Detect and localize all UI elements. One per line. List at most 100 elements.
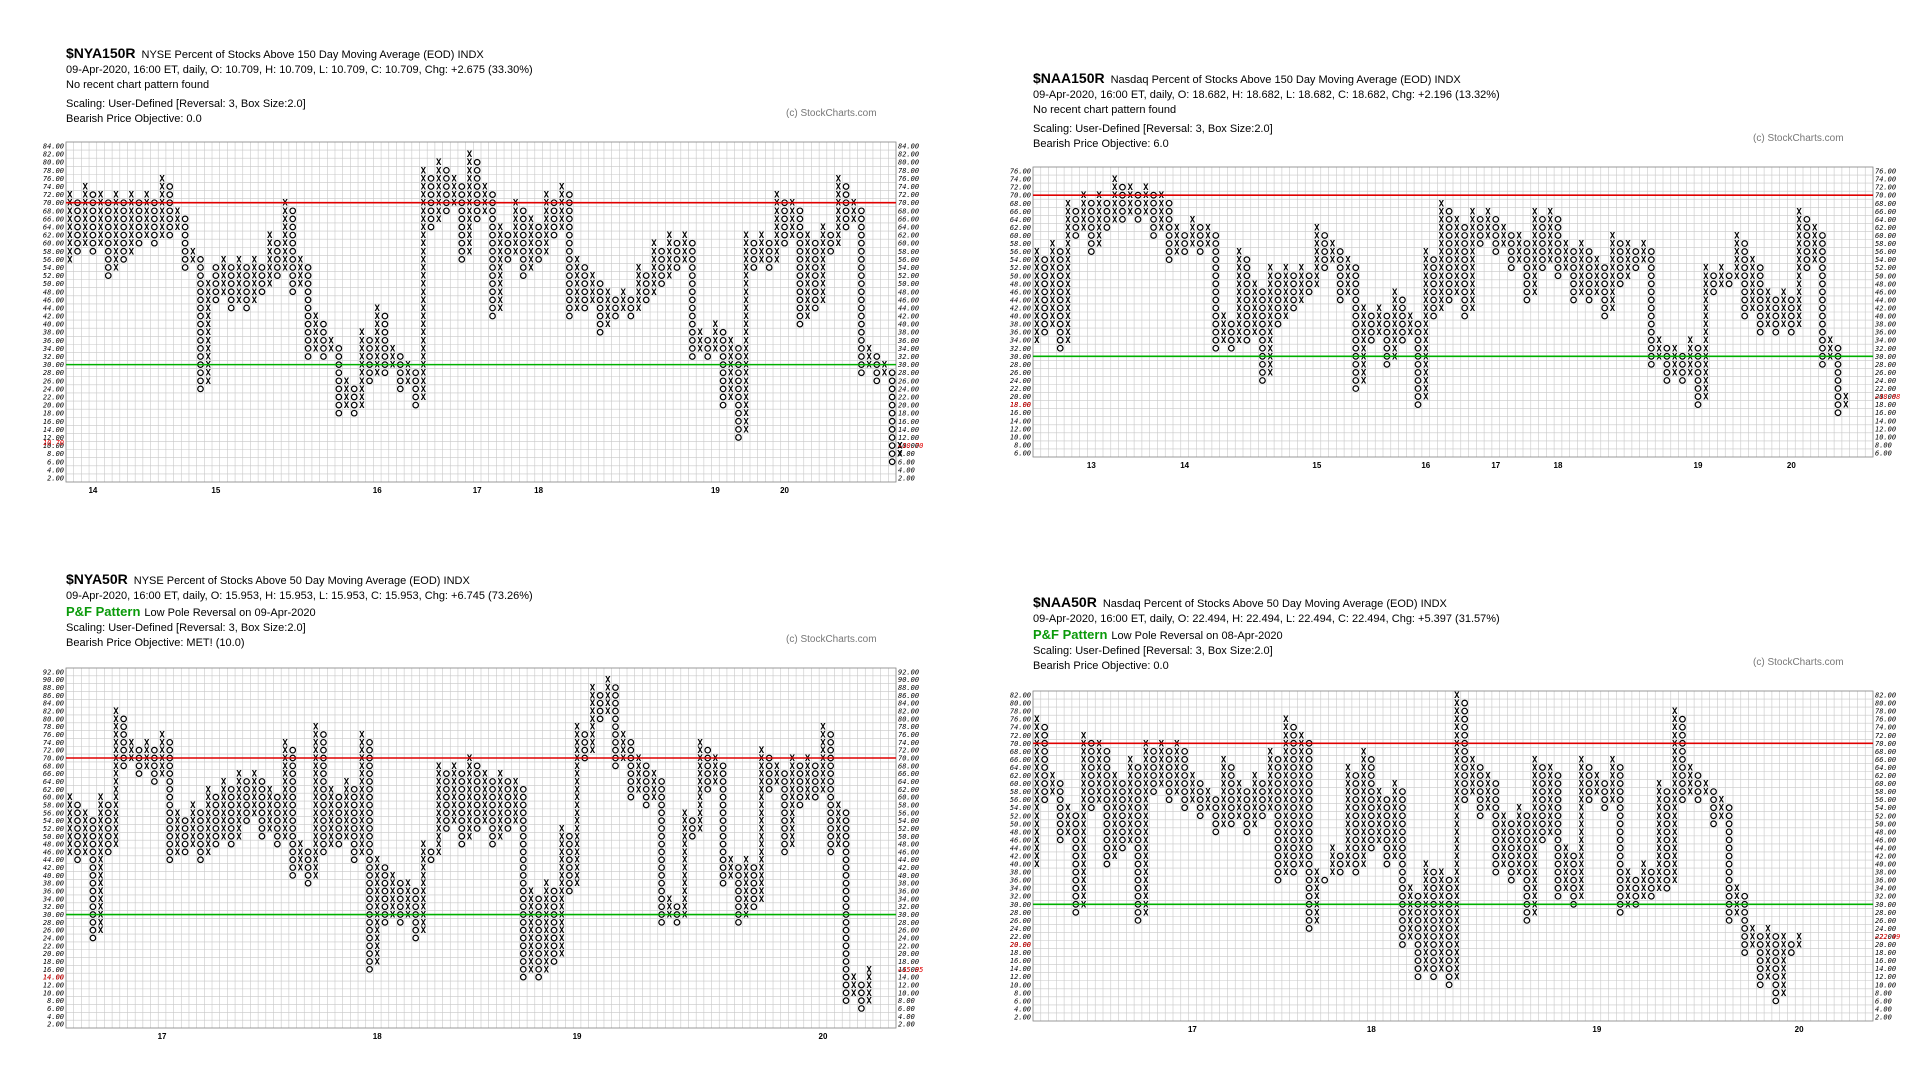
- o-mark: [1803, 215, 1811, 223]
- o-mark: [627, 785, 635, 793]
- x-mark: X: [498, 296, 504, 306]
- o-column: [750, 239, 758, 271]
- o-mark: [719, 825, 727, 832]
- y-tick-label-left: 8.00: [1014, 989, 1031, 997]
- o-mark: [1445, 884, 1453, 892]
- x-mark: X: [83, 817, 89, 827]
- x-mark: X: [1236, 296, 1242, 306]
- x-mark: X: [482, 809, 488, 819]
- x-mark: X: [882, 369, 888, 379]
- o-mark: [1305, 908, 1313, 916]
- o-mark: [1181, 764, 1189, 771]
- x-mark: X: [1268, 304, 1274, 314]
- y-tick-label-left: 16.00: [1010, 957, 1031, 965]
- x-mark: X: [1454, 892, 1460, 902]
- price-tag-left: 20.00: [1010, 941, 1031, 949]
- x-mark: X: [1268, 328, 1274, 338]
- o-mark: [1616, 828, 1624, 836]
- x-mark: X: [805, 785, 811, 795]
- o-mark: [627, 312, 635, 320]
- o-mark: [304, 312, 312, 320]
- x-mark: X: [790, 215, 796, 225]
- o-mark: [458, 191, 466, 198]
- o-mark: [1445, 957, 1453, 965]
- y-tick-label-left: 52.00: [43, 272, 64, 280]
- o-mark: [735, 864, 742, 871]
- o-mark: [1383, 820, 1391, 828]
- x-mark: X: [851, 989, 857, 999]
- x-mark: X: [467, 785, 473, 795]
- x-mark: X: [467, 199, 473, 209]
- o-mark: [1461, 699, 1469, 707]
- x-mark: X: [682, 239, 688, 249]
- x-mark: X: [159, 191, 165, 201]
- o-mark: [842, 864, 850, 871]
- y-tick-label-left: 46.00: [43, 296, 64, 304]
- x-mark: X: [1221, 336, 1227, 346]
- o-mark: [842, 191, 850, 198]
- y-tick-label-right: 90.00: [898, 676, 919, 684]
- x-mark: X: [636, 754, 642, 764]
- o-mark: [412, 393, 420, 401]
- o-mark: [1399, 328, 1406, 336]
- o-column: [1632, 248, 1640, 272]
- x-tick-label: 13: [1087, 461, 1096, 470]
- o-mark: [458, 785, 466, 793]
- o-mark: [443, 801, 450, 809]
- o-mark: [243, 817, 250, 824]
- o-mark: [1274, 812, 1282, 820]
- o-mark: [1539, 256, 1546, 264]
- x-mark: X: [1501, 812, 1507, 822]
- o-mark: [1150, 207, 1157, 215]
- y-tick-label-right: 24.00: [1875, 925, 1896, 933]
- x-mark: X: [1128, 772, 1134, 782]
- o-mark: [1305, 796, 1313, 804]
- x-mark: X: [359, 801, 365, 811]
- y-tick-label-left: 92.00: [43, 668, 64, 676]
- x-mark: X: [1501, 860, 1507, 870]
- o-mark: [166, 207, 174, 215]
- y-tick-label-left: 48.00: [43, 288, 64, 296]
- x-mark: X: [759, 255, 765, 265]
- x-mark: X: [313, 785, 319, 795]
- chart-objective: Bearish Price Objective: 0.0: [66, 113, 202, 125]
- x-mark: X: [1283, 288, 1289, 298]
- x-mark: X: [697, 793, 703, 803]
- x-mark: X: [1299, 755, 1305, 765]
- o-mark: [1134, 892, 1142, 900]
- x-mark: X: [743, 409, 749, 419]
- o-mark: [273, 239, 281, 247]
- o-mark: [1056, 280, 1064, 288]
- x-mark: X: [375, 934, 381, 944]
- o-mark: [1725, 844, 1733, 852]
- x-mark: X: [436, 777, 442, 787]
- o-mark: [1601, 780, 1609, 787]
- o-mark: [719, 793, 727, 801]
- x-mark: X: [1765, 304, 1771, 314]
- o-mark: [197, 385, 204, 393]
- x-mark: X: [1392, 796, 1398, 806]
- o-mark: [1445, 288, 1453, 296]
- o-mark: [781, 832, 788, 840]
- x-column: XX: [897, 442, 903, 460]
- o-mark: [1414, 401, 1422, 409]
- y-tick-label-left: 6.00: [1014, 449, 1031, 457]
- x-mark: X: [436, 158, 442, 168]
- o-mark: [596, 288, 604, 296]
- o-mark: [1725, 916, 1733, 924]
- o-mark: [443, 785, 450, 793]
- x-mark: X: [390, 879, 396, 889]
- x-mark: X: [866, 965, 872, 975]
- o-mark: [566, 223, 573, 231]
- x-mark: X: [590, 738, 596, 748]
- o-column: [566, 832, 573, 895]
- x-mark: X: [574, 793, 580, 803]
- o-mark: [1041, 264, 1049, 272]
- o-column: [350, 785, 358, 864]
- o-mark: [1523, 836, 1531, 844]
